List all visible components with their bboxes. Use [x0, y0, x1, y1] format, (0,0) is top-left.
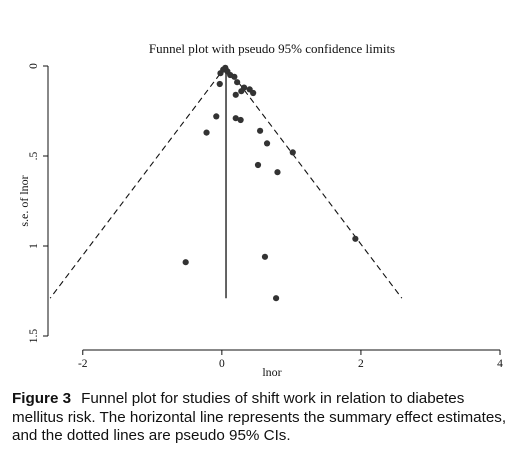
data-point: [250, 89, 257, 97]
ci-upper-line: [225, 65, 403, 299]
funnel-plot: Funnel plot with pseudo 95% confidence l…: [17, 41, 503, 379]
data-point: [238, 88, 245, 95]
data-point: [232, 91, 239, 98]
data-point: [213, 113, 220, 120]
data-point: [237, 116, 244, 124]
chart-title: Funnel plot with pseudo 95% confidence l…: [149, 41, 395, 56]
ci-lower-line: [49, 65, 227, 299]
data-point: [274, 169, 281, 176]
y-axis-label: s.e. of lnor: [17, 175, 31, 226]
data-point: [203, 129, 210, 136]
data-point: [289, 149, 296, 156]
data-point: [234, 79, 241, 86]
caption-text: Funnel plot for studies of shift work in…: [12, 390, 507, 444]
y-tick-label: 1: [28, 243, 40, 249]
data-point: [261, 253, 269, 260]
data-point: [216, 80, 223, 88]
data-point: [232, 115, 239, 122]
data-point: [254, 161, 262, 169]
data-point: [263, 140, 271, 147]
data-point: [272, 295, 280, 302]
x-tick-label: -2: [78, 358, 88, 370]
data-point: [231, 73, 238, 80]
x-axis-label: lnor: [262, 365, 281, 379]
y-tick-label: 1.5: [28, 329, 40, 344]
data-points: [182, 64, 359, 302]
figure-caption: Figure 3 Funnel plot for studies of shift…: [12, 390, 508, 446]
axes: 0 .5 1 1.5 -2 0 2 4: [28, 63, 503, 370]
data-point: [256, 127, 264, 134]
data-point: [217, 70, 224, 77]
x-tick-label: 2: [358, 358, 364, 370]
x-tick-label: 4: [497, 358, 503, 370]
x-tick-label: 0: [219, 358, 225, 370]
y-tick-label: 0: [28, 63, 40, 69]
funnel-lines: [49, 65, 403, 299]
y-tick-label: .5: [28, 151, 40, 160]
data-point: [182, 259, 189, 266]
data-point: [352, 235, 359, 242]
caption-label: Figure 3: [12, 390, 72, 407]
